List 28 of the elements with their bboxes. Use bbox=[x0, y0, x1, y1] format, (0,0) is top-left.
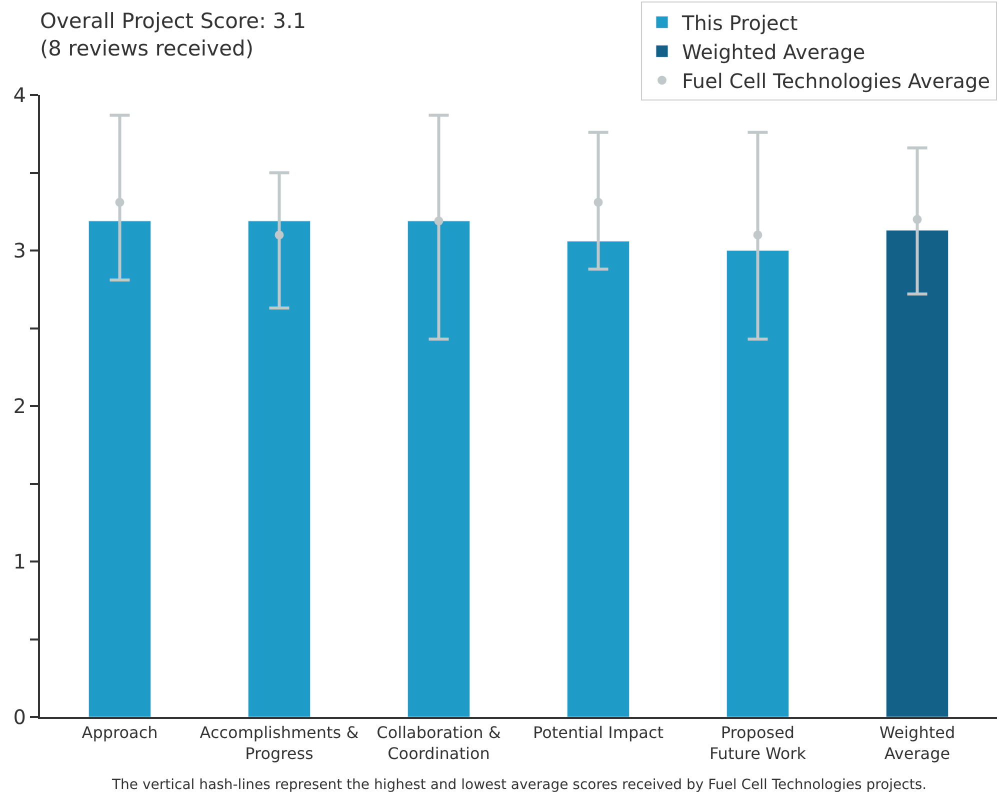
bar bbox=[88, 220, 152, 717]
x-tick-label: Approach bbox=[82, 723, 158, 742]
point bbox=[115, 198, 124, 207]
chart-title: Overall Project Score: 3.1 (8 reviews received) bbox=[40, 8, 306, 60]
y-tick-label: 3 bbox=[13, 238, 26, 262]
text: The vertical hash-lines represent the highest and lowest average scores received by Fuel Cell Technologies projects. bbox=[111, 777, 927, 793]
x-tick-label: Collaboration & Coordination bbox=[376, 723, 501, 763]
point bbox=[753, 230, 762, 240]
x-tick-label: Accomplishments & Progress bbox=[200, 723, 359, 763]
point bbox=[274, 230, 284, 240]
x-tick-label: Weighted Average bbox=[879, 723, 956, 763]
x-tick-label: Proposed Future Work bbox=[709, 723, 807, 763]
point bbox=[434, 216, 444, 226]
y-tick-label: 4 bbox=[13, 83, 26, 107]
y-tick-label: 2 bbox=[13, 394, 26, 418]
y-tick-label: 0 bbox=[13, 705, 26, 729]
y-tick-label: 1 bbox=[13, 550, 26, 574]
legend-label: Fuel Cell Technologies Average bbox=[682, 69, 990, 93]
legend-label: Weighted Average bbox=[682, 40, 866, 64]
bar bbox=[566, 240, 630, 717]
bar bbox=[248, 220, 311, 717]
point bbox=[912, 214, 922, 224]
point bbox=[594, 198, 603, 207]
bar bbox=[726, 250, 790, 717]
bar bbox=[407, 220, 470, 717]
legend-label: This Project bbox=[681, 11, 798, 35]
bar bbox=[886, 230, 949, 717]
x-tick-label: Potential Impact bbox=[532, 723, 664, 742]
